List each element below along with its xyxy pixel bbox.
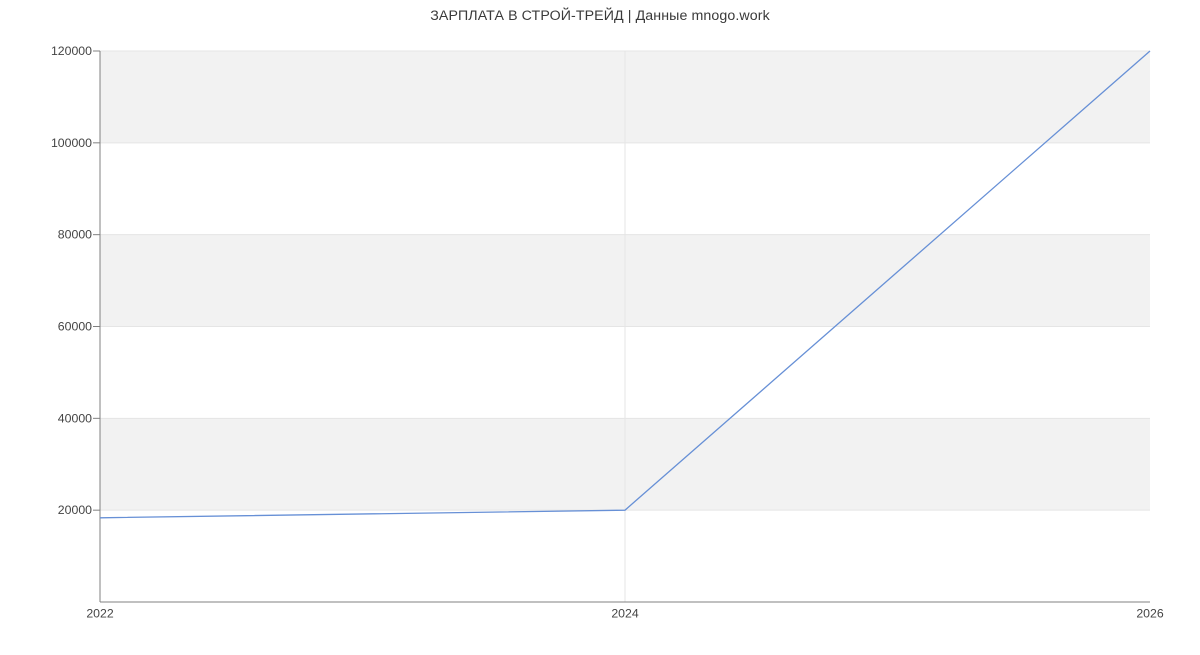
svg-text:100000: 100000 [51,136,92,150]
svg-text:2024: 2024 [611,607,639,621]
svg-text:120000: 120000 [51,44,92,58]
svg-text:2022: 2022 [86,607,114,621]
svg-text:40000: 40000 [58,411,92,425]
svg-text:20000: 20000 [58,503,92,517]
svg-text:80000: 80000 [58,228,92,242]
svg-text:60000: 60000 [58,320,92,334]
svg-text:2026: 2026 [1136,607,1164,621]
